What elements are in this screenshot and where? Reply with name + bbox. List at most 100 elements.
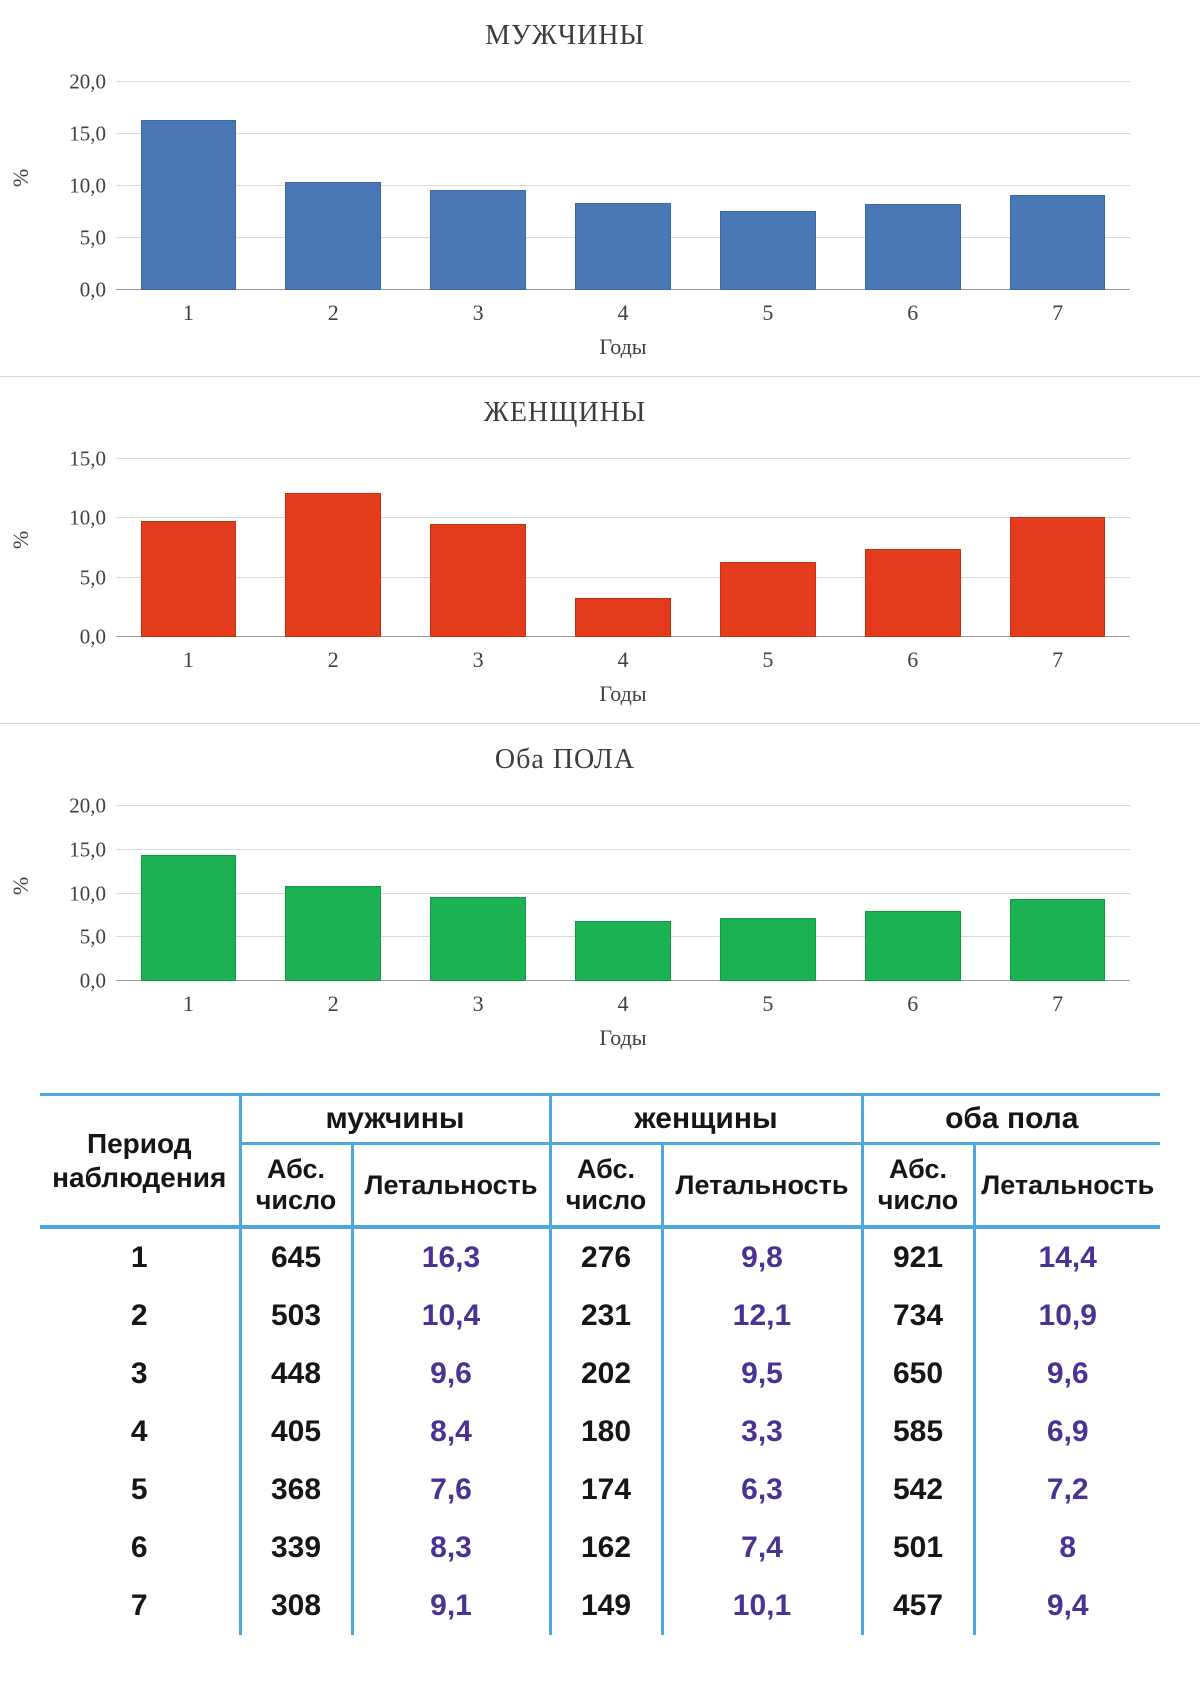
abs-value: 457 xyxy=(860,1577,974,1636)
abs-value: 585 xyxy=(860,1403,974,1462)
x-tick-label: 1 xyxy=(182,991,194,1016)
x-tick-label: 7 xyxy=(1052,647,1064,672)
period-value: 4 xyxy=(130,1415,148,1449)
gridline xyxy=(116,805,1130,806)
bar-men-year-3 xyxy=(430,190,526,290)
period-value: 3 xyxy=(130,1357,148,1391)
table-row: 7 308 9,1 149 10,1 457 9,4 xyxy=(40,1577,1160,1636)
bar-men-year-7 xyxy=(1009,195,1106,290)
abs-value: 162 xyxy=(548,1519,662,1578)
chart-men: МУЖЧИНЫ% 0,0 5,0 10,0 15,0 20,0 1 2 3 4 5 6 7 Годы xyxy=(0,0,1200,377)
x-axis-title: Годы xyxy=(599,1025,647,1050)
women-lethality-header: Летальность xyxy=(660,1143,862,1230)
group-header-women: женщины xyxy=(548,1094,862,1145)
gridline xyxy=(116,133,1130,134)
gridline xyxy=(116,458,1130,459)
x-tick-label: 3 xyxy=(472,991,484,1016)
lethality-value: 7,6 xyxy=(350,1461,550,1520)
bar-both-year-7 xyxy=(1009,898,1106,981)
y-tick-label: 10,0 xyxy=(69,881,106,905)
abs-value: 231 xyxy=(548,1287,662,1346)
abs-value: 650 xyxy=(860,1345,974,1404)
lethality-value: 7,4 xyxy=(660,1519,862,1578)
bar-both-year-3 xyxy=(430,897,526,981)
lethality-value: 8,4 xyxy=(350,1403,550,1462)
abs-value: 339 xyxy=(238,1519,352,1578)
lethality-value: 9,5 xyxy=(660,1345,862,1404)
table-row: 2 503 10,4 231 12,1 734 10,9 xyxy=(40,1287,1160,1346)
abs-value: 405 xyxy=(238,1403,352,1462)
y-tick-label: 15,0 xyxy=(69,121,106,146)
x-tick-label: 6 xyxy=(907,300,919,325)
gridline xyxy=(116,848,1130,850)
lethality-value: 9,6 xyxy=(350,1345,550,1404)
x-tick-label: 5 xyxy=(762,991,774,1016)
y-axis-title: % xyxy=(7,530,33,550)
gridline xyxy=(116,517,1130,519)
bar-women-year-4 xyxy=(575,597,671,637)
y-axis-title: % xyxy=(7,876,33,895)
chart-title: МУЖЧИНЫ xyxy=(485,20,645,51)
y-tick-label: 15,0 xyxy=(69,446,106,471)
charts-section: МУЖЧИНЫ% 0,0 5,0 10,0 15,0 20,0 1 2 3 4 5 6 7 Годы ЖЕН… xyxy=(0,0,1200,1050)
y-tick-label: 10,0 xyxy=(69,505,106,530)
period-value: 5 xyxy=(130,1473,148,1507)
y-tick-label: 0,0 xyxy=(79,968,106,993)
gridline xyxy=(116,185,1130,186)
x-tick-label: 2 xyxy=(327,647,339,672)
x-tick-label: 6 xyxy=(907,991,919,1016)
chart-title: ЖЕНЩИНЫ xyxy=(483,397,647,428)
chart-title: Оба ПОЛА xyxy=(494,744,636,775)
lethality-value: 6,3 xyxy=(660,1461,862,1520)
bar-both-year-1 xyxy=(140,855,237,981)
y-tick-label: 0,0 xyxy=(79,624,106,649)
x-axis-title: Годы xyxy=(599,334,647,359)
x-tick-label: 1 xyxy=(182,647,194,672)
summary-table: Период наблюдения мужчины женщины оба по… xyxy=(40,1093,1160,1636)
x-tick-label: 7 xyxy=(1052,991,1064,1016)
table-row: 4 405 8,4 180 3,3 585 6,9 xyxy=(40,1403,1160,1462)
bar-both-year-4 xyxy=(575,920,671,981)
y-tick-label: 5,0 xyxy=(79,565,106,590)
table-row: 6 339 8,3 162 7,4 501 8 xyxy=(40,1519,1160,1578)
bar-men-year-1 xyxy=(140,120,237,290)
men-abs-header: Абс. число xyxy=(238,1143,352,1230)
abs-value: 149 xyxy=(548,1577,662,1636)
gridline xyxy=(116,81,1130,82)
lethality-value: 9,8 xyxy=(660,1227,862,1288)
lethality-value: 12,1 xyxy=(660,1287,862,1346)
bar-women-year-2 xyxy=(285,493,382,637)
x-tick-label: 3 xyxy=(472,647,484,672)
x-tick-label: 2 xyxy=(327,991,339,1016)
x-axis-title: Годы xyxy=(599,681,647,706)
table-row: 5 368 7,6 174 6,3 542 7,2 xyxy=(40,1461,1160,1520)
abs-value: 501 xyxy=(860,1519,974,1578)
women-abs-header: Абс. число xyxy=(548,1143,662,1230)
abs-value: 645 xyxy=(238,1227,352,1288)
lethality-value: 9,4 xyxy=(972,1577,1160,1636)
abs-value: 308 xyxy=(238,1577,352,1636)
x-tick-label: 7 xyxy=(1052,300,1064,325)
bar-men-year-6 xyxy=(864,203,961,290)
x-tick-label: 5 xyxy=(762,647,774,672)
x-tick-label: 1 xyxy=(182,300,194,325)
bar-women-year-5 xyxy=(720,562,816,637)
group-header-men: мужчины xyxy=(238,1094,550,1145)
lethality-value: 7,2 xyxy=(972,1461,1160,1520)
table-row: 3 448 9,6 202 9,5 650 9,6 xyxy=(40,1345,1160,1404)
period-header: Период наблюдения xyxy=(40,1094,240,1230)
bar-men-year-5 xyxy=(720,210,816,290)
y-tick-label: 20,0 xyxy=(69,69,106,94)
lethality-value: 3,3 xyxy=(660,1403,862,1462)
plot-area xyxy=(116,443,1130,637)
period-value: 2 xyxy=(130,1299,148,1333)
abs-value: 503 xyxy=(238,1287,352,1346)
abs-value: 542 xyxy=(860,1461,974,1520)
summary-table-wrap: Период наблюдения мужчины женщины оба по… xyxy=(40,1093,1160,1636)
lethality-value: 16,3 xyxy=(350,1227,550,1288)
bar-women-year-7 xyxy=(1009,517,1106,637)
chart-women: ЖЕНЩИНЫ% 0,0 5,0 10,0 15,0 1 2 3 4 5 6 7 Годы xyxy=(0,377,1200,724)
x-tick-label: 4 xyxy=(617,300,629,325)
bar-both-year-2 xyxy=(285,885,382,981)
lethality-value: 14,4 xyxy=(972,1227,1160,1288)
